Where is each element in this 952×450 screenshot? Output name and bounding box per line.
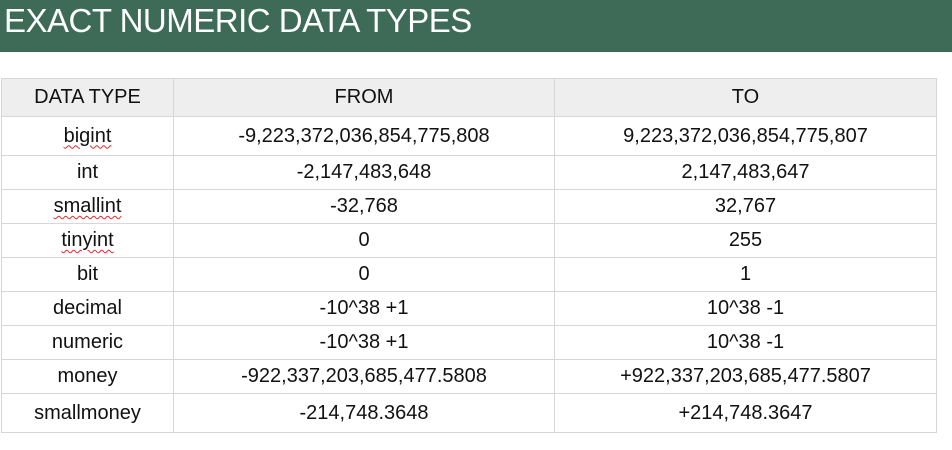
table-row: numeric -10^38 +1 10^38 -1 — [1, 325, 937, 360]
type-label: int — [76, 161, 99, 183]
cell-to: 255 — [554, 223, 937, 258]
cell-from: -9,223,372,036,854,775,808 — [173, 116, 555, 156]
numeric-types-table: DATA TYPE FROM TO bigint -9,223,372,036,… — [1, 78, 937, 433]
cell-type: smallmoney — [1, 393, 174, 433]
cell-to: +214,748.3647 — [554, 393, 937, 433]
table-row: bigint -9,223,372,036,854,775,808 9,223,… — [1, 116, 937, 156]
cell-to: 1 — [554, 257, 937, 292]
cell-from: -10^38 +1 — [173, 325, 555, 360]
cell-type: bit — [1, 257, 174, 292]
cell-to: 9,223,372,036,854,775,807 — [554, 116, 937, 156]
table-row: decimal -10^38 +1 10^38 -1 — [1, 291, 937, 326]
cell-to: 32,767 — [554, 189, 937, 224]
page-title: EXACT NUMERIC DATA TYPES — [4, 2, 472, 39]
cell-to: 10^38 -1 — [554, 325, 937, 360]
cell-to: 2,147,483,647 — [554, 155, 937, 190]
table-row: smallint -32,768 32,767 — [1, 189, 937, 224]
type-label: smallmoney — [34, 401, 141, 424]
cell-type: int — [1, 155, 174, 190]
table-header-row: DATA TYPE FROM TO — [1, 78, 937, 117]
type-label: money — [57, 365, 118, 387]
cell-from: -922,337,203,685,477.5808 — [173, 359, 555, 394]
type-label: bigint — [63, 124, 112, 147]
header-data-type: DATA TYPE — [1, 78, 174, 117]
cell-to: 10^38 -1 — [554, 291, 937, 326]
table-row: int -2,147,483,648 2,147,483,647 — [1, 155, 937, 190]
table-row: bit 0 1 — [1, 257, 937, 292]
cell-type: numeric — [1, 325, 174, 360]
cell-from: -10^38 +1 — [173, 291, 555, 326]
title-banner: EXACT NUMERIC DATA TYPES — [0, 0, 952, 52]
cell-from: 0 — [173, 223, 555, 258]
cell-type: smallint — [1, 189, 174, 224]
cell-type: money — [1, 359, 174, 394]
cell-from: -214,748.3648 — [173, 393, 555, 433]
table-row: smallmoney -214,748.3648 +214,748.3647 — [1, 393, 937, 433]
cell-from: -32,768 — [173, 189, 555, 224]
cell-type: decimal — [1, 291, 174, 326]
cell-to: +922,337,203,685,477.5807 — [554, 359, 937, 394]
cell-type: bigint — [1, 116, 174, 156]
type-label: smallint — [53, 195, 122, 217]
table-row: money -922,337,203,685,477.5808 +922,337… — [1, 359, 937, 394]
header-from: FROM — [173, 78, 555, 117]
cell-from: 0 — [173, 257, 555, 292]
cell-from: -2,147,483,648 — [173, 155, 555, 190]
type-label: decimal — [53, 297, 122, 319]
type-label: numeric — [51, 331, 124, 353]
table-row: tinyint 0 255 — [1, 223, 937, 258]
header-to: TO — [554, 78, 937, 117]
type-label: tinyint — [61, 229, 114, 251]
type-label: bit — [76, 263, 99, 285]
cell-type: tinyint — [1, 223, 174, 258]
